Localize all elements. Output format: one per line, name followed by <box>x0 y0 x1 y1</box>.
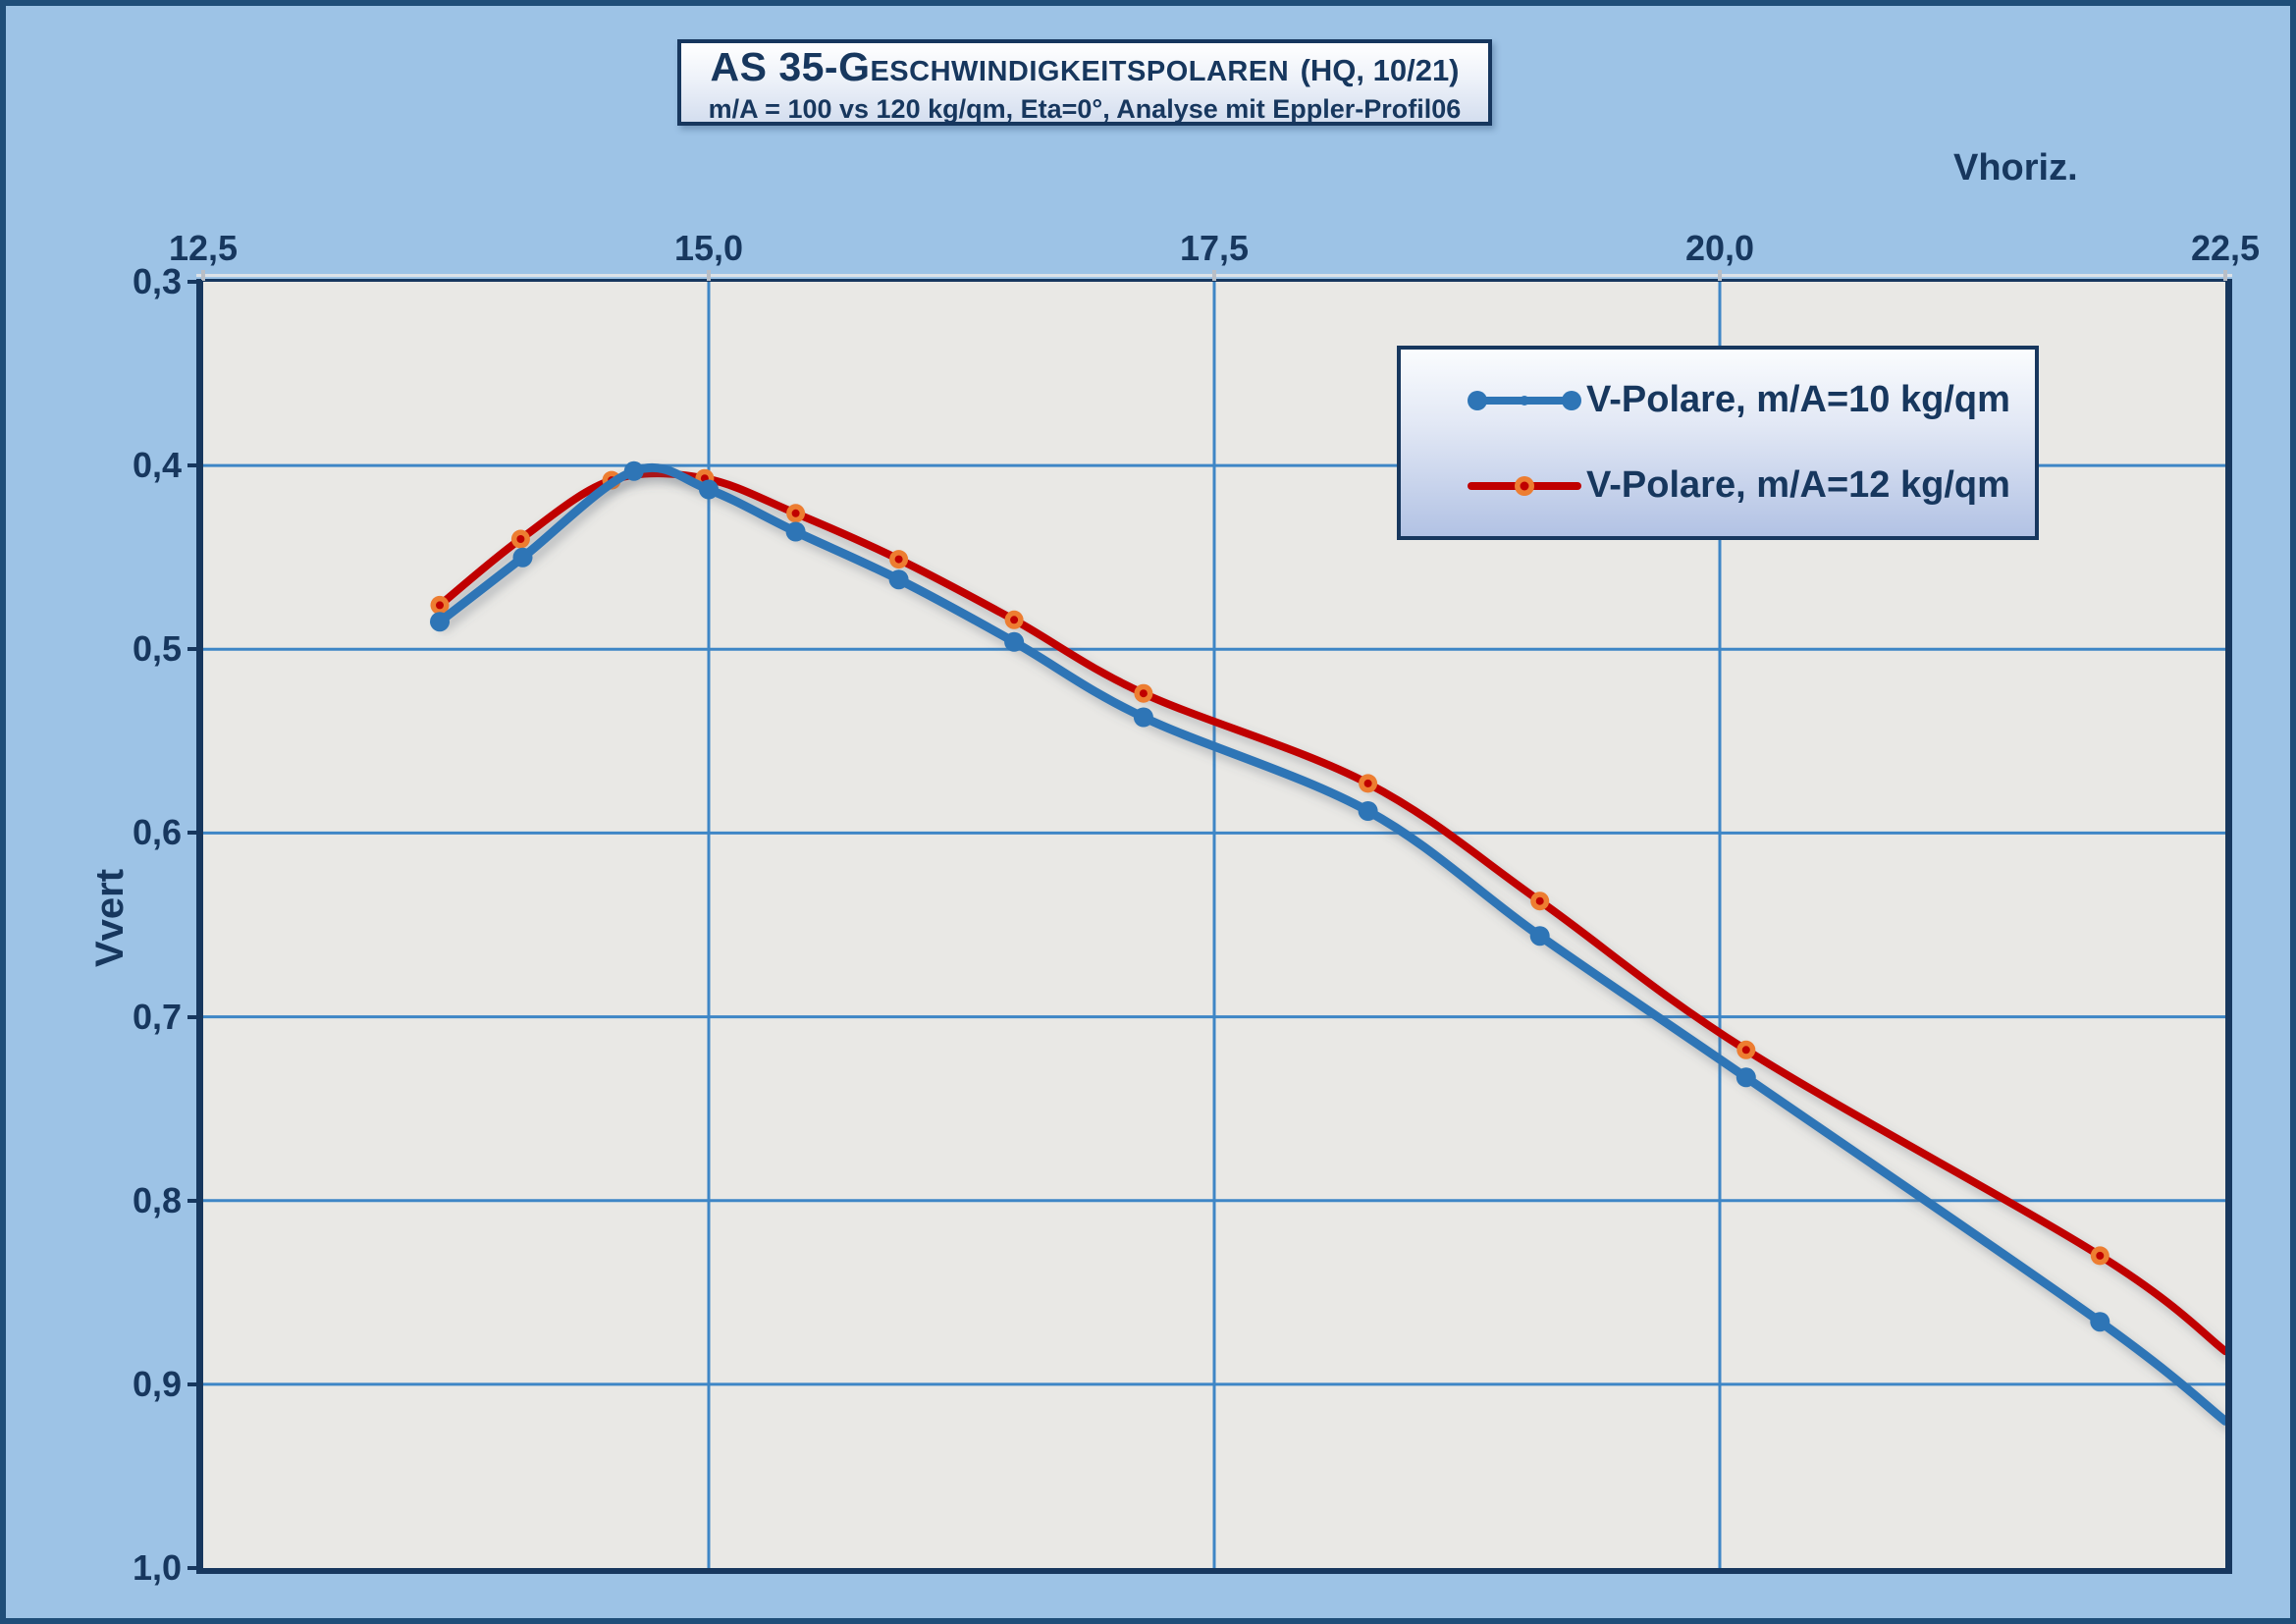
y-tick-mark <box>187 831 202 836</box>
series-0-marker <box>1735 1067 1756 1088</box>
chart-subtitle: m/A = 100 vs 120 kg/qm, Eta=0°, Analyse … <box>708 94 1462 124</box>
chart-title-note: (HQ, 10/21) <box>1300 53 1460 87</box>
y-tick-mark <box>187 280 202 284</box>
series-0-marker <box>699 479 719 500</box>
x-tick-mark <box>201 270 205 281</box>
x-tick-label: 17,5 <box>1179 228 1250 268</box>
y-tick-label: 0,3 <box>132 261 182 301</box>
series-1-marker-center <box>2096 1251 2105 1260</box>
series-0-marker <box>512 547 533 568</box>
legend-item: V-Polare, m/A=12 kg/qm <box>1401 464 2035 507</box>
y-tick-label: 0,9 <box>132 1363 182 1404</box>
legend-marker-ring <box>1468 475 1581 496</box>
y-tick-label: 0,5 <box>132 628 182 670</box>
legend-label: V-Polare, m/A=10 kg/qm <box>1586 379 2010 420</box>
series-0-marker <box>1133 707 1153 728</box>
y-tick-mark <box>187 647 202 652</box>
series-1-marker-center <box>894 555 903 564</box>
chart-title-main: AS 35-Geschwindigkeitspolaren <box>710 44 1290 89</box>
legend-marker-dot <box>1468 390 1581 410</box>
plot-border-right <box>2225 279 2232 1574</box>
x-tick-label: 12,5 <box>168 228 239 268</box>
series-0-marker <box>1529 926 1550 947</box>
series-1-marker-center <box>1010 616 1019 624</box>
legend-item: V-Polare, m/A=10 kg/qm <box>1401 379 2035 421</box>
series-1-marker-center <box>436 601 444 610</box>
x-tick-mark <box>1718 270 1722 281</box>
plot-border-top <box>196 279 2232 283</box>
legend-label: V-Polare, m/A=12 kg/qm <box>1586 464 2010 506</box>
legend: V-Polare, m/A=10 kg/qm V-Polare, m/A=12 … <box>1397 346 2039 540</box>
y-tick-label: 0,8 <box>132 1179 182 1220</box>
x-tick-mark <box>2223 270 2227 281</box>
y-tick-mark <box>187 1566 202 1570</box>
y-tick-mark <box>187 1198 202 1203</box>
y-tick-label: 0,4 <box>132 445 182 486</box>
plot-area <box>203 282 2225 1568</box>
series-1-marker-center <box>1741 1046 1750 1055</box>
series-1-marker-center <box>1363 779 1372 787</box>
series-1-marker-center <box>1535 896 1544 905</box>
series-1-marker-center <box>1139 689 1148 698</box>
x-tick-label: 22,5 <box>2190 228 2261 268</box>
plot-border-left <box>196 279 203 1574</box>
series-0-marker <box>2090 1312 2110 1332</box>
series-0-marker <box>623 460 644 481</box>
series-0-marker <box>430 612 450 632</box>
y-tick-mark <box>187 463 202 468</box>
series-1-marker-center <box>516 535 525 543</box>
y-tick-mark <box>187 1014 202 1019</box>
x-tick-label: 20,0 <box>1684 228 1755 268</box>
x-tick-label: 15,0 <box>673 228 744 268</box>
series-0-marker <box>1358 801 1378 821</box>
x-tick-mark <box>1212 270 1216 281</box>
series-0-marker <box>888 569 909 590</box>
series-0-marker <box>785 521 806 542</box>
y-tick-label: 0,6 <box>132 812 182 853</box>
y-tick-label: 1,0 <box>132 1547 182 1588</box>
x-tick-mark <box>707 270 711 281</box>
y-tick-label: 0,7 <box>132 996 182 1037</box>
series-1-marker-center <box>791 509 800 517</box>
chart-title: AS 35-Geschwindigkeitspolaren (HQ, 10/21… <box>681 43 1488 94</box>
x-axis-title: Vhoriz. <box>1953 147 2078 189</box>
series-0-marker <box>1004 631 1025 652</box>
plot-border-bottom <box>196 1568 2232 1574</box>
y-tick-mark <box>187 1381 202 1386</box>
chart-title-box: AS 35-Geschwindigkeitspolaren (HQ, 10/21… <box>677 39 1492 126</box>
